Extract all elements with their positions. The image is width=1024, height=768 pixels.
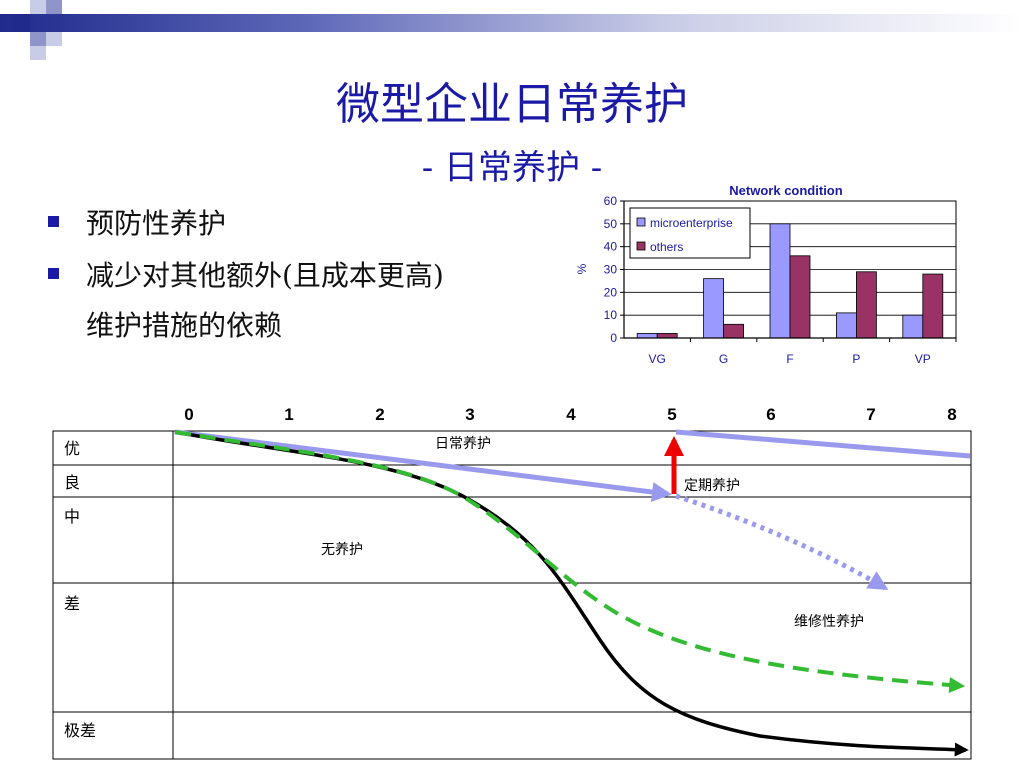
y-tick-label: 10 bbox=[604, 308, 618, 322]
chart-legend: microenterprise others bbox=[629, 207, 751, 259]
decor-square bbox=[30, 32, 46, 46]
chart-tick-labels: 0 10 20 30 40 50 60 VG G F P VP bbox=[604, 194, 931, 366]
legend-label-microenterprise: microenterprise bbox=[650, 216, 733, 230]
y-axis-label: % bbox=[575, 263, 589, 274]
y-tick-label: 50 bbox=[604, 217, 618, 231]
chart-axes bbox=[620, 200, 957, 342]
y-tick-label: 30 bbox=[604, 263, 618, 277]
deterioration-dotted-curve bbox=[675, 493, 889, 591]
chart-title: Network condition bbox=[729, 183, 842, 198]
legend-swatch-others bbox=[636, 241, 646, 251]
y-tick-label: 20 bbox=[604, 285, 618, 299]
x-tick-label: VP bbox=[915, 352, 931, 366]
routine-maintenance-curve bbox=[174, 429, 672, 502]
bullet-text: 减少对其他额外(且成本更高) bbox=[86, 259, 444, 292]
time-tick-label: 4 bbox=[566, 405, 576, 424]
time-tick-label: 7 bbox=[866, 405, 875, 424]
routine-maintenance-curve bbox=[675, 429, 971, 459]
x-tick-label: G bbox=[719, 352, 728, 366]
no-maintenance-label: 无养护 bbox=[321, 542, 363, 558]
periodic-maintenance-label: 定期养护 bbox=[684, 478, 740, 494]
condition-row-label: 中 bbox=[64, 507, 80, 526]
y-tick-label: 40 bbox=[604, 240, 618, 254]
time-tick-label: 3 bbox=[465, 405, 474, 424]
bullet-text-continuation: 维护措施的依赖 bbox=[86, 309, 283, 342]
slide-subtitle: - 日常养护 - bbox=[421, 148, 603, 188]
y-tick-label: 60 bbox=[604, 194, 618, 208]
legend-swatch-microenterprise bbox=[636, 217, 646, 227]
square-bullet-icon bbox=[48, 268, 59, 279]
x-tick-label: P bbox=[852, 352, 860, 366]
x-tick-label: F bbox=[786, 352, 793, 366]
square-bullet-icon bbox=[48, 216, 59, 227]
condition-row-label: 差 bbox=[64, 594, 80, 613]
condition-row-label: 优 bbox=[64, 439, 80, 458]
time-tick-label: 6 bbox=[766, 405, 775, 424]
legend-label-others: others bbox=[650, 240, 683, 254]
time-tick-label: 2 bbox=[375, 405, 384, 424]
slide-title: 微型企业日常养护 bbox=[336, 79, 688, 130]
chart-bars bbox=[636, 223, 944, 339]
decor-square bbox=[12, 14, 30, 32]
legend-box bbox=[629, 207, 751, 259]
decor-square bbox=[46, 32, 62, 46]
time-tick-label: 0 bbox=[184, 405, 193, 424]
header-gradient-bar bbox=[0, 14, 1024, 32]
time-tick-label: 1 bbox=[284, 405, 293, 424]
condition-row-label: 良 bbox=[64, 473, 80, 492]
decor-square bbox=[46, 0, 62, 14]
repair-maintenance-curve bbox=[174, 430, 966, 693]
y-tick-label: 0 bbox=[610, 331, 617, 345]
time-tick-label: 5 bbox=[667, 405, 676, 424]
repair-maintenance-label: 维修性养护 bbox=[794, 614, 864, 630]
time-tick-label: 8 bbox=[947, 405, 956, 424]
routine-maintenance-label: 日常养护 bbox=[435, 436, 491, 452]
table-border bbox=[52, 430, 972, 760]
decor-square bbox=[30, 0, 46, 14]
x-tick-label: VG bbox=[649, 352, 666, 366]
condition-table bbox=[52, 430, 972, 760]
decor-square bbox=[30, 46, 46, 60]
bullet-text: 预防性养护 bbox=[86, 207, 227, 240]
condition-row-label: 极差 bbox=[64, 721, 96, 740]
